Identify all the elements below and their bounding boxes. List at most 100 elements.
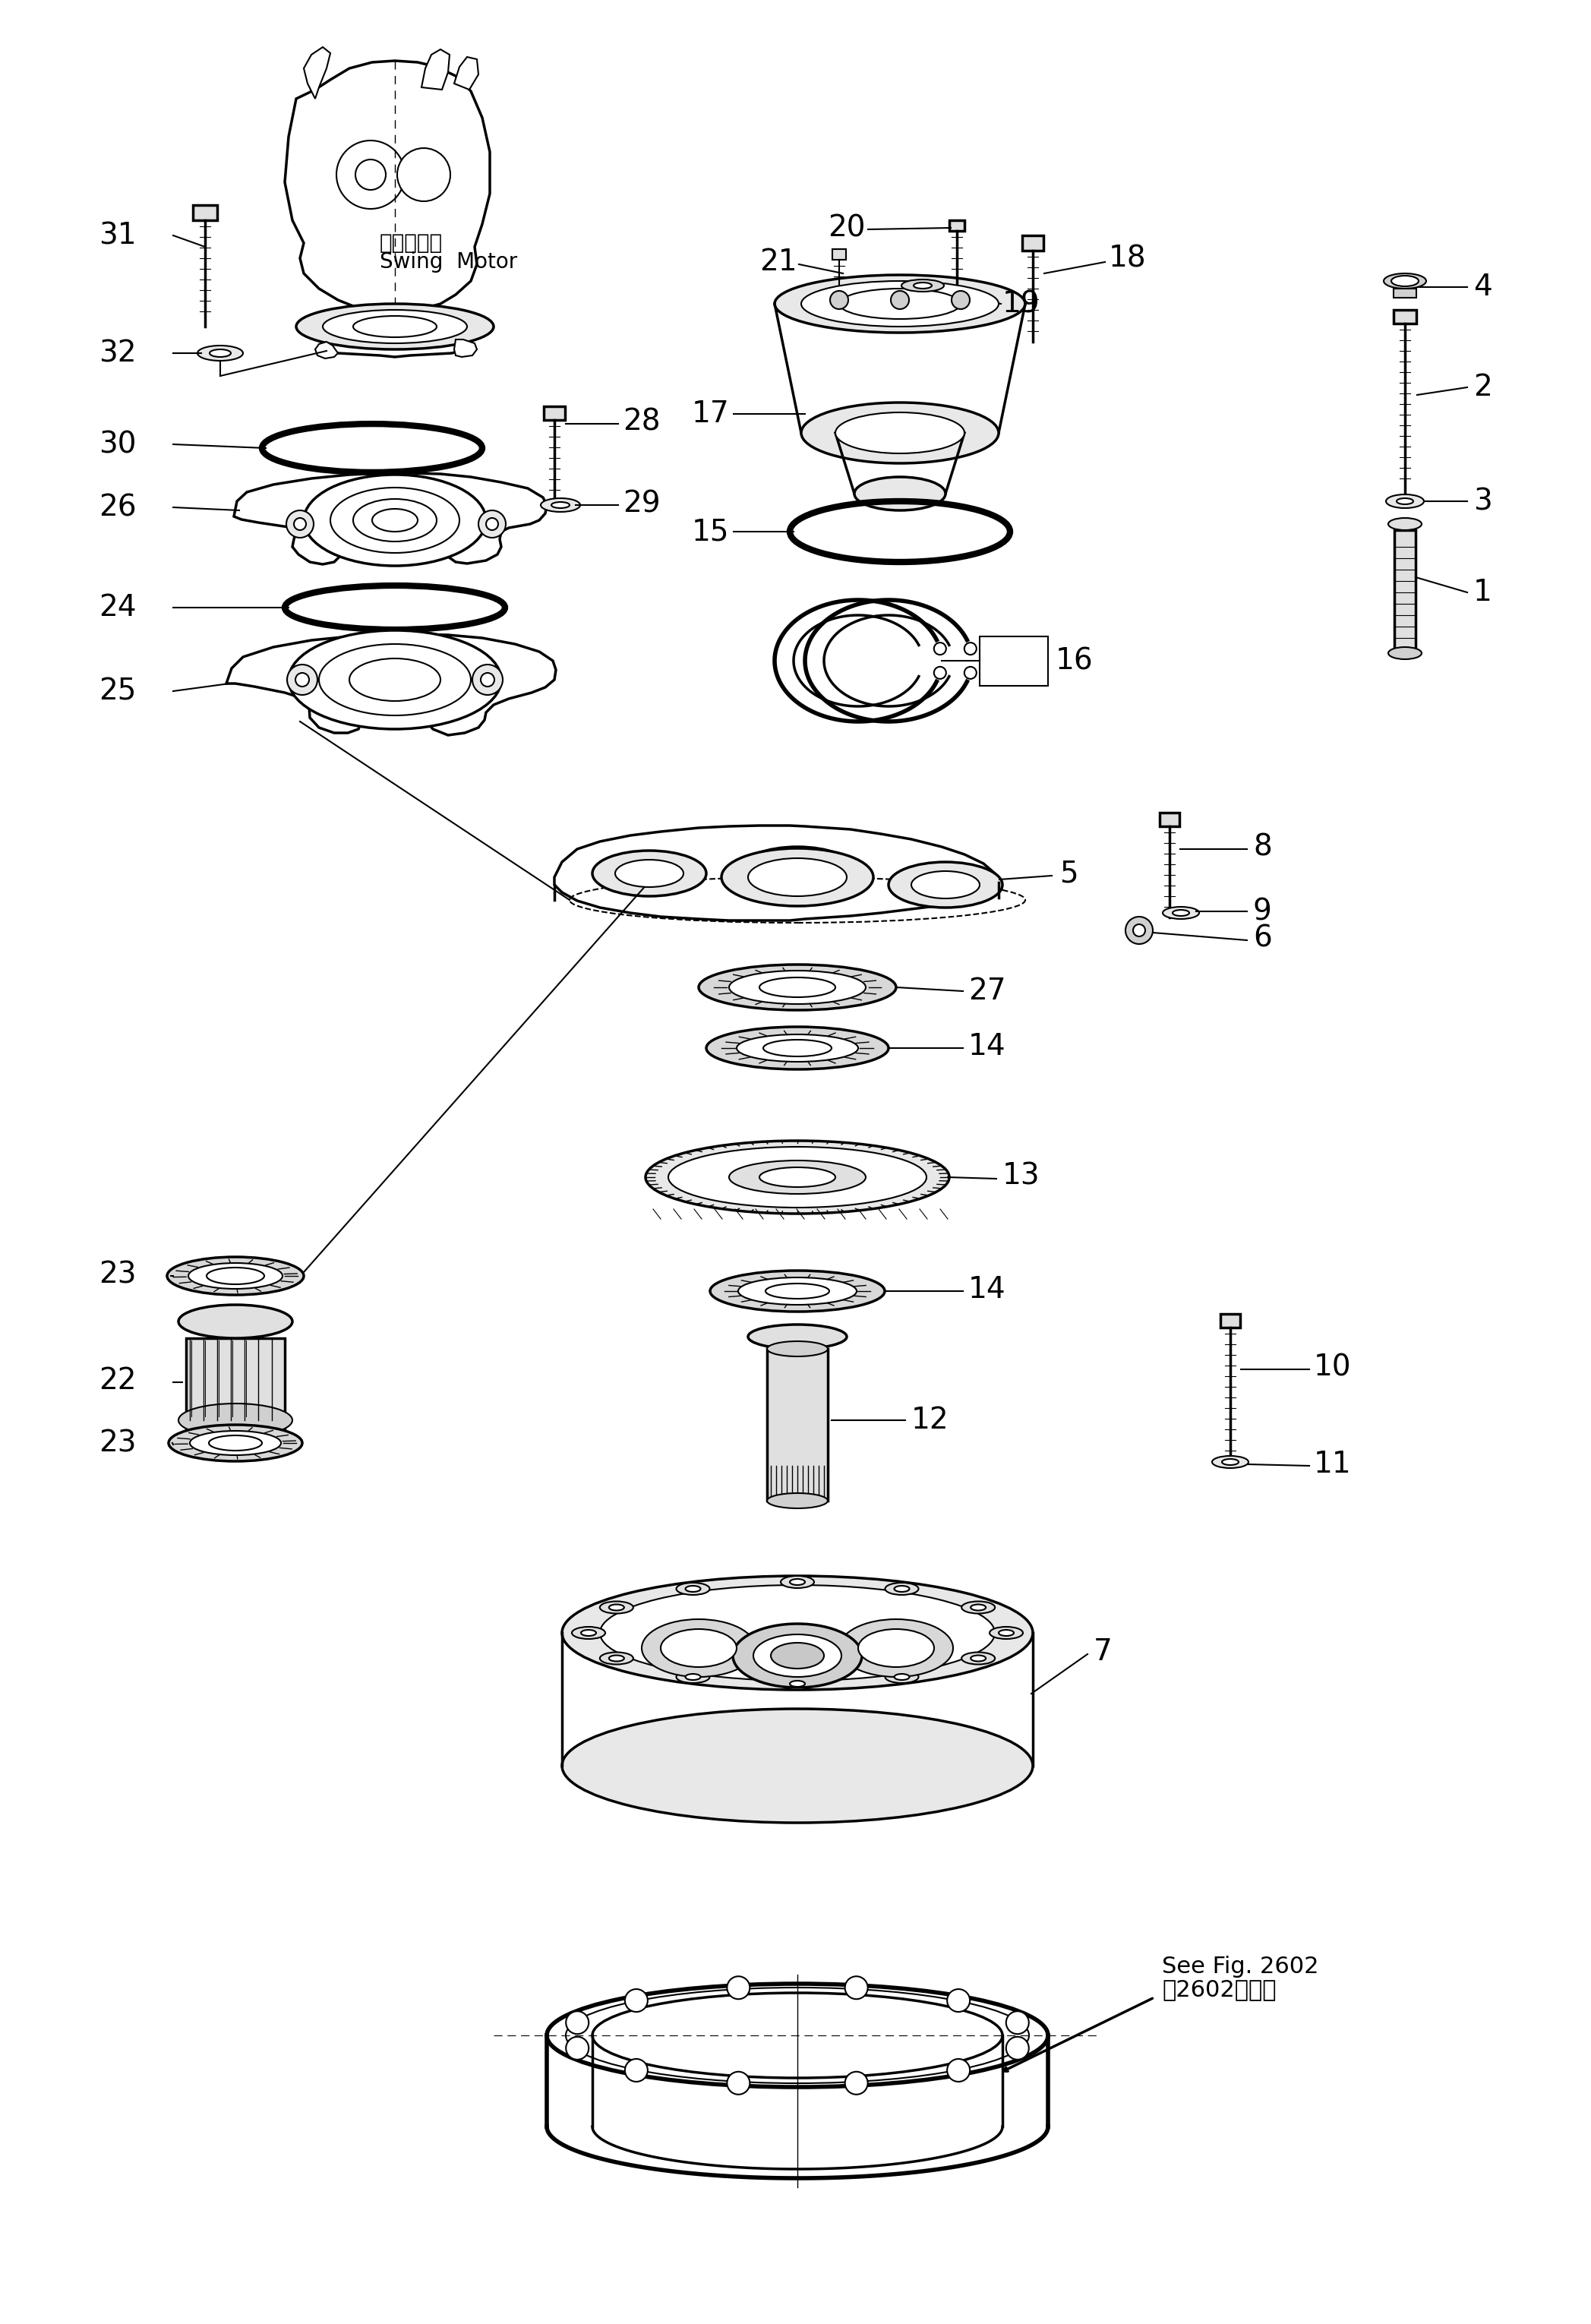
Bar	[1394, 309, 1416, 323]
Text: 10: 10	[1314, 1353, 1351, 1380]
Text: 20: 20	[829, 214, 866, 242]
Ellipse shape	[759, 1167, 835, 1188]
Ellipse shape	[197, 346, 243, 360]
Ellipse shape	[660, 1629, 737, 1666]
Circle shape	[845, 2071, 867, 2094]
Text: 27: 27	[969, 976, 1006, 1006]
Bar	[1394, 288, 1416, 297]
Circle shape	[294, 518, 305, 530]
Ellipse shape	[646, 1141, 950, 1213]
Text: 13: 13	[1002, 1162, 1041, 1190]
Ellipse shape	[304, 474, 485, 565]
Circle shape	[286, 511, 313, 537]
Bar	[544, 407, 565, 421]
Text: 19: 19	[1002, 290, 1041, 318]
Circle shape	[286, 665, 318, 695]
Ellipse shape	[738, 1278, 856, 1304]
Polygon shape	[453, 58, 479, 91]
Circle shape	[947, 1989, 971, 2013]
Circle shape	[1006, 2036, 1029, 2059]
Bar	[950, 221, 964, 230]
Ellipse shape	[729, 1160, 866, 1195]
Ellipse shape	[353, 500, 436, 541]
Ellipse shape	[961, 1601, 994, 1613]
Ellipse shape	[288, 630, 501, 730]
Polygon shape	[234, 474, 547, 565]
Circle shape	[625, 2059, 648, 2082]
Text: 11: 11	[1314, 1450, 1352, 1478]
Ellipse shape	[169, 1425, 302, 1462]
Circle shape	[355, 160, 385, 191]
Text: 17: 17	[690, 400, 729, 428]
Ellipse shape	[208, 1436, 263, 1450]
Ellipse shape	[600, 1652, 633, 1664]
Circle shape	[566, 2010, 589, 2034]
Ellipse shape	[710, 1271, 885, 1311]
Text: 12: 12	[912, 1406, 948, 1434]
Text: 4: 4	[1473, 272, 1492, 302]
Polygon shape	[554, 825, 999, 920]
Ellipse shape	[990, 1627, 1023, 1638]
Ellipse shape	[676, 1583, 710, 1594]
Circle shape	[296, 674, 309, 686]
Ellipse shape	[641, 1620, 756, 1678]
Circle shape	[1133, 925, 1146, 937]
Circle shape	[947, 2059, 971, 2082]
Ellipse shape	[902, 279, 943, 290]
Ellipse shape	[748, 1325, 846, 1348]
Text: 14: 14	[969, 1276, 1006, 1304]
Ellipse shape	[1389, 646, 1422, 660]
Text: 第2602図参照: 第2602図参照	[1161, 1978, 1276, 2001]
Ellipse shape	[1212, 1455, 1249, 1469]
Ellipse shape	[552, 502, 570, 509]
Ellipse shape	[733, 1624, 862, 1687]
Ellipse shape	[372, 509, 418, 532]
Ellipse shape	[189, 1432, 282, 1455]
Text: 9: 9	[1254, 897, 1271, 925]
Text: 26: 26	[99, 493, 137, 523]
Circle shape	[845, 1975, 867, 1999]
Ellipse shape	[609, 1655, 624, 1662]
Text: 29: 29	[622, 488, 660, 518]
Ellipse shape	[676, 1671, 710, 1683]
Text: 3: 3	[1473, 486, 1492, 516]
Circle shape	[480, 674, 495, 686]
Ellipse shape	[178, 1304, 293, 1339]
Ellipse shape	[888, 862, 1002, 909]
Ellipse shape	[1163, 906, 1200, 918]
Ellipse shape	[835, 411, 964, 453]
Ellipse shape	[668, 1146, 926, 1208]
Ellipse shape	[1397, 497, 1413, 504]
Bar	[193, 205, 218, 221]
Ellipse shape	[767, 1341, 827, 1357]
Ellipse shape	[350, 658, 441, 702]
Bar	[832, 249, 846, 260]
Ellipse shape	[802, 281, 999, 328]
Circle shape	[934, 644, 947, 655]
Circle shape	[964, 667, 977, 679]
Ellipse shape	[894, 1673, 910, 1680]
Ellipse shape	[188, 1262, 283, 1290]
Ellipse shape	[789, 1578, 805, 1585]
Ellipse shape	[764, 855, 832, 883]
Ellipse shape	[562, 1576, 1033, 1690]
Circle shape	[831, 290, 848, 309]
Ellipse shape	[1391, 277, 1419, 286]
Circle shape	[625, 1989, 648, 2013]
Circle shape	[727, 1975, 749, 1999]
Ellipse shape	[838, 1620, 953, 1678]
Text: 16: 16	[1055, 646, 1093, 676]
Bar	[980, 637, 1048, 686]
Polygon shape	[315, 342, 337, 358]
Text: 7: 7	[1093, 1638, 1112, 1666]
Bar	[1220, 1313, 1239, 1327]
Circle shape	[964, 644, 977, 655]
Bar	[186, 1339, 285, 1436]
Ellipse shape	[721, 848, 873, 906]
Ellipse shape	[1222, 1459, 1239, 1464]
Text: 14: 14	[969, 1032, 1006, 1062]
Circle shape	[485, 518, 498, 530]
Ellipse shape	[802, 402, 999, 462]
Text: 28: 28	[622, 407, 660, 437]
Circle shape	[951, 290, 971, 309]
